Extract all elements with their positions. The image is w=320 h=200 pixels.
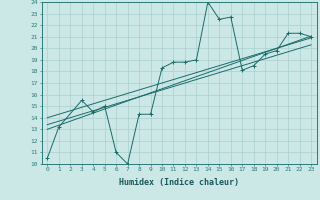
X-axis label: Humidex (Indice chaleur): Humidex (Indice chaleur) [119, 178, 239, 187]
